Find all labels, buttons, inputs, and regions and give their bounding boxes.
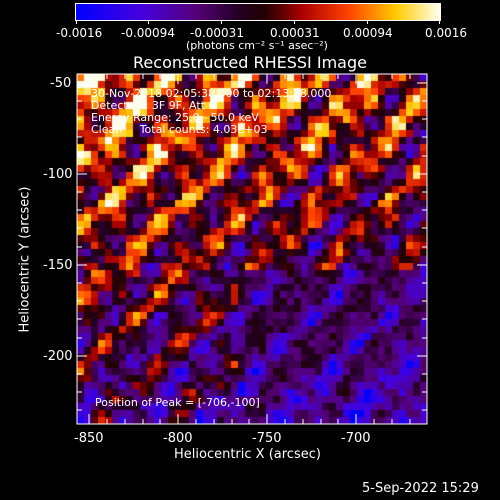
colorbar-tick-label: -0.00031 [190,26,244,40]
colorbar-tick-label: -0.0016 [56,26,103,40]
x-tick-label: -800 [163,431,193,446]
date-stamp: 5-Sep-2022 15:29 [362,481,479,496]
colorbar-tick-label: -0.00094 [121,26,175,40]
y-tick-label: -100 [43,167,73,182]
colorbar-tick-label: 0.00094 [343,26,393,40]
y-minor-ticks [77,100,427,411]
overlay-energy-range: Energy Range: 25.0 - 50.0 keV [91,111,259,124]
x-tick-label: -700 [341,431,371,446]
y-tick-label: -150 [43,258,73,273]
colorbar-unit-label: (photons cm⁻² s⁻¹ asec⁻²) [186,39,328,52]
overlay-peak-position: Position of Peak = [-706,-100] [95,396,260,409]
rhessi-image [77,74,427,424]
y-tick-label: -50 [50,76,72,91]
overlay-clean-counts: Clean Total counts: 4.03E+03 [91,123,268,136]
y-major-ticks [77,82,427,357]
colorbar-tick-label: 0.00031 [270,26,320,40]
x-major-ticks [88,74,357,424]
colorbar [75,3,441,21]
plot-title: Reconstructed RHESSI Image [133,53,367,72]
x-minor-ticks [106,74,411,424]
colorbar-tick-label: 0.0016 [425,26,467,40]
overlay-time-range: 30-Nov-2018 02:05:38.000 to 02:13:28.000 [91,87,332,100]
overlay-detectors: Detectors: 3F 9F, Att 0 [91,99,216,112]
y-tick-label: -200 [43,349,73,364]
colorbar-tick-marks [76,20,440,24]
x-tick-label: -850 [74,431,104,446]
x-axis-label: Heliocentric X (arcsec) [174,447,321,462]
x-tick-label: -750 [252,431,282,446]
y-axis-label: Heliocentric Y (arcsec) [17,186,33,333]
